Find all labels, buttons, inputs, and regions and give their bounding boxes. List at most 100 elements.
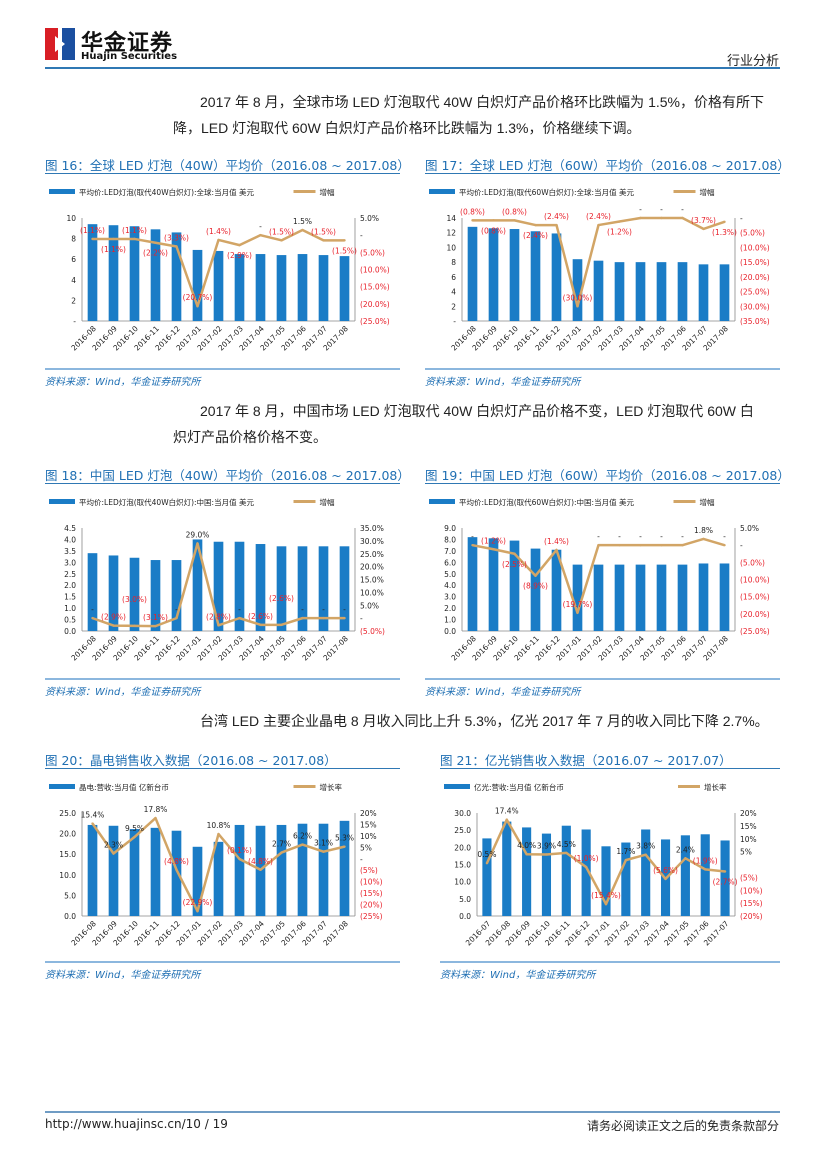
growth-point bbox=[112, 624, 115, 627]
legend-bar-swatch bbox=[49, 499, 75, 504]
growth-point bbox=[492, 219, 495, 222]
bar bbox=[339, 820, 350, 916]
right-tick-label: (20.0%) bbox=[360, 300, 390, 309]
growth-data-label: - bbox=[660, 532, 663, 541]
growth-data-label: (2.7%) bbox=[713, 877, 738, 886]
growth-point bbox=[597, 543, 600, 547]
figure-title: 图 19：中国 LED 灯泡（60W）平均价（2016.08 ~ 2017.08… bbox=[425, 468, 790, 483]
right-tick-label: (10.0%) bbox=[360, 266, 390, 275]
growth-data-label: 0.5% bbox=[477, 850, 496, 859]
legend-bar-label: 平均价:LED灯泡(取代40W白炽灯):中国:当月值 美元 bbox=[79, 497, 254, 507]
growth-data-label: - bbox=[471, 532, 474, 541]
growth-data-label: 29.0% bbox=[186, 530, 210, 539]
source-divider bbox=[425, 678, 780, 680]
left-tick-label: 0.5 bbox=[64, 616, 76, 625]
section-label: 行业分析 bbox=[726, 54, 779, 69]
growth-data-label: (2.6%) bbox=[269, 594, 294, 603]
figure-title: 图 18：中国 LED 灯泡（40W）平均价（2016.08 ~ 2017.08… bbox=[45, 468, 410, 483]
bar bbox=[641, 829, 651, 916]
growth-point bbox=[133, 624, 136, 628]
bar bbox=[656, 262, 667, 321]
growth-data-label: (2.9%) bbox=[227, 251, 252, 260]
right-tick-label: (15%) bbox=[360, 889, 383, 898]
left-tick-label: 10 bbox=[446, 243, 456, 252]
growth-data-label: (3.3%) bbox=[164, 233, 189, 242]
logo-text-cn: 华金证券 bbox=[81, 31, 174, 56]
right-tick-label: (20.0%) bbox=[740, 610, 770, 619]
source-divider bbox=[45, 678, 400, 680]
growth-data-label: (1.2%) bbox=[607, 228, 632, 237]
growth-data-label: (20.7%) bbox=[183, 293, 213, 302]
right-tick-label: 20% bbox=[740, 809, 757, 818]
bar bbox=[108, 225, 119, 321]
bar bbox=[698, 264, 709, 321]
right-tick-label: (35.0%) bbox=[740, 317, 770, 326]
left-tick-label: 2.0 bbox=[444, 604, 456, 613]
legend-bar-label: 晶电:营收:当月值 亿新台币 bbox=[79, 782, 169, 792]
growth-data-label: 10.8% bbox=[207, 821, 231, 830]
paragraph-2-line-1: 2017 年 8 月，中国市场 LED 灯泡取代 40W 白炽灯产品价格不变，L… bbox=[200, 403, 754, 419]
bar bbox=[601, 846, 611, 916]
bar bbox=[488, 228, 499, 321]
growth-data-label: (2.5%) bbox=[502, 560, 527, 569]
bar bbox=[234, 254, 245, 321]
growth-data-label: (5.6%) bbox=[653, 866, 678, 875]
growth-point bbox=[154, 241, 157, 244]
bar bbox=[150, 560, 161, 631]
legend-line-label: 增幅 bbox=[320, 497, 335, 507]
growth-data-label: (22.9%) bbox=[183, 898, 213, 907]
growth-data-label: (1.1%) bbox=[101, 245, 126, 254]
growth-point bbox=[91, 616, 94, 620]
bar bbox=[677, 262, 688, 321]
growth-data-label: (2.4%) bbox=[523, 231, 548, 240]
figure-title-divider bbox=[45, 483, 400, 484]
bar bbox=[502, 821, 512, 916]
growth-point bbox=[217, 624, 220, 627]
bar bbox=[561, 825, 571, 916]
growth-point bbox=[154, 624, 157, 628]
bar bbox=[339, 546, 350, 631]
bar bbox=[150, 229, 161, 321]
growth-data-label: 3.8% bbox=[636, 842, 655, 851]
figure-source: 资料来源：Wind，华金证券研究所 bbox=[440, 970, 596, 981]
left-tick-label: 10.0 bbox=[59, 871, 76, 880]
bar bbox=[467, 226, 478, 321]
legend-line-label: 增长率 bbox=[320, 782, 343, 792]
right-tick-label: (25.0%) bbox=[740, 627, 770, 636]
growth-data-label: - bbox=[681, 205, 684, 214]
growth-data-label: (30.0%) bbox=[563, 293, 593, 302]
bar bbox=[87, 553, 98, 631]
growth-point bbox=[280, 851, 283, 854]
growth-data-label: (0.8%) bbox=[481, 226, 506, 235]
chart-2: 平均价:LED灯泡(取代40W白炽灯):中国:当月值 美元 增幅 4.5 4.0 3.5… bbox=[49, 497, 385, 663]
bar bbox=[129, 829, 140, 916]
bar bbox=[255, 254, 266, 321]
growth-data-label: 4.5% bbox=[557, 840, 576, 849]
right-tick-label: (15.0%) bbox=[740, 258, 770, 267]
bar bbox=[551, 233, 562, 321]
header-divider bbox=[45, 67, 780, 69]
footer-url[interactable]: http://www.huajinsc.cn/10 / 19 bbox=[45, 1117, 228, 1131]
bar bbox=[213, 541, 224, 631]
left-tick-label: 3.0 bbox=[64, 558, 76, 567]
growth-point bbox=[534, 574, 537, 577]
right-tick-label: (10.0%) bbox=[740, 576, 770, 585]
growth-point bbox=[175, 245, 178, 248]
bar bbox=[551, 549, 562, 631]
left-tick-label: 30.0 bbox=[454, 809, 471, 818]
growth-data-label: 5.3% bbox=[335, 834, 354, 843]
bar bbox=[297, 823, 308, 916]
growth-point bbox=[301, 843, 304, 846]
bar bbox=[509, 540, 520, 631]
growth-point bbox=[196, 305, 199, 308]
growth-data-label: 3.1% bbox=[314, 839, 333, 848]
growth-data-label: 4.0% bbox=[517, 841, 536, 850]
left-tick-label: 0.0 bbox=[64, 627, 76, 636]
growth-point bbox=[576, 611, 579, 615]
bar bbox=[635, 262, 646, 321]
growth-point bbox=[492, 548, 495, 551]
bar bbox=[297, 546, 308, 631]
paragraph-2-line-2: 炽灯产品价格价格不变。 bbox=[173, 429, 327, 445]
left-tick-label: - bbox=[453, 317, 456, 326]
right-tick-label: 5.0% bbox=[740, 524, 759, 533]
